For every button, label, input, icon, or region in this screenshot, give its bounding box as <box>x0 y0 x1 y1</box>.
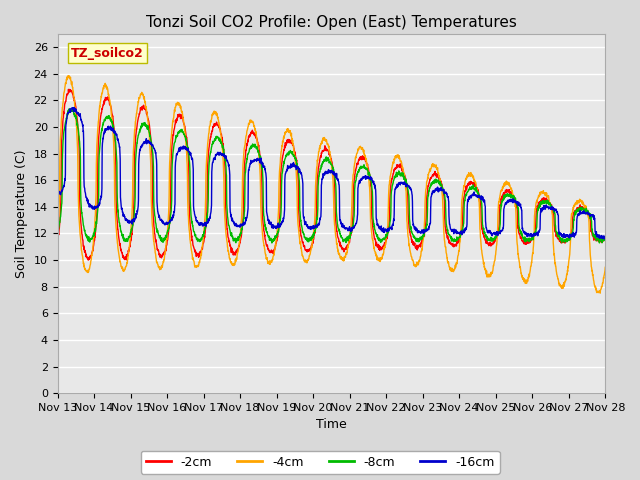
-16cm <box>568 231 576 237</box>
-8cm <box>68 106 76 111</box>
-16cm <box>360 174 367 180</box>
Title: Tonzi Soil CO2 Profile: Open (East) Temperatures: Tonzi Soil CO2 Profile: Open (East) Temp… <box>146 15 517 30</box>
-8cm <box>554 229 561 235</box>
Line: -8cm: -8cm <box>58 108 605 243</box>
Line: -4cm: -4cm <box>58 75 605 293</box>
-8cm <box>54 229 61 235</box>
-8cm <box>360 164 367 169</box>
-2cm <box>54 239 61 244</box>
-8cm <box>602 235 609 240</box>
-2cm <box>602 236 609 242</box>
-16cm <box>70 105 78 110</box>
-16cm <box>491 231 499 237</box>
-2cm <box>348 230 355 236</box>
-4cm <box>568 210 576 216</box>
-16cm <box>553 209 561 215</box>
-8cm <box>348 229 355 235</box>
-2cm <box>554 233 561 239</box>
-2cm <box>569 216 577 222</box>
X-axis label: Time: Time <box>316 419 347 432</box>
-4cm <box>54 232 61 238</box>
-4cm <box>596 290 604 296</box>
Legend: -2cm, -4cm, -8cm, -16cm: -2cm, -4cm, -8cm, -16cm <box>141 451 499 474</box>
-16cm <box>602 234 609 240</box>
Text: TZ_soilco2: TZ_soilco2 <box>71 47 144 60</box>
-8cm <box>569 230 577 236</box>
-16cm <box>348 227 355 233</box>
-4cm <box>360 148 367 154</box>
Line: -16cm: -16cm <box>58 108 605 239</box>
-2cm <box>360 154 367 160</box>
-2cm <box>65 86 72 92</box>
-4cm <box>348 216 355 222</box>
Line: -2cm: -2cm <box>58 89 605 260</box>
-16cm <box>54 191 61 197</box>
-2cm <box>491 238 499 244</box>
-4cm <box>553 272 561 278</box>
Y-axis label: Soil Temperature (C): Soil Temperature (C) <box>15 149 28 278</box>
-2cm <box>84 257 92 263</box>
-2cm <box>207 134 214 140</box>
-16cm <box>600 236 608 242</box>
-4cm <box>491 258 499 264</box>
-4cm <box>65 72 72 78</box>
-8cm <box>268 240 276 246</box>
-8cm <box>491 234 499 240</box>
-8cm <box>207 149 214 155</box>
-4cm <box>602 264 609 270</box>
-4cm <box>207 118 214 124</box>
-16cm <box>207 211 214 217</box>
